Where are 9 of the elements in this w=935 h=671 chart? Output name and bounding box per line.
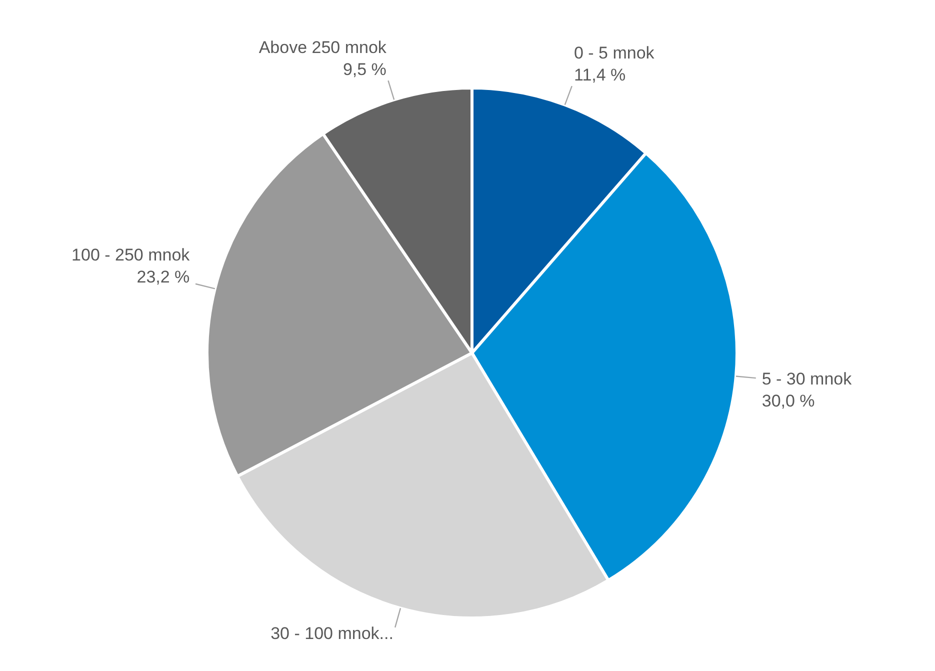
data-label: 23,2 % xyxy=(136,267,190,286)
slice-label: 100 - 250 mnok xyxy=(72,245,190,264)
data-label: 30,0 % xyxy=(762,392,815,411)
slice-label: 5 - 30 mnok xyxy=(762,370,852,389)
slice-label: Above 250 mnok xyxy=(258,38,387,57)
slice-label: 30 - 100 mnok... xyxy=(270,624,394,644)
slice-label: 0 - 5 mnok xyxy=(574,43,655,62)
data-label: 11,4 % xyxy=(574,65,626,84)
data-label: 9,5 % xyxy=(342,60,386,79)
